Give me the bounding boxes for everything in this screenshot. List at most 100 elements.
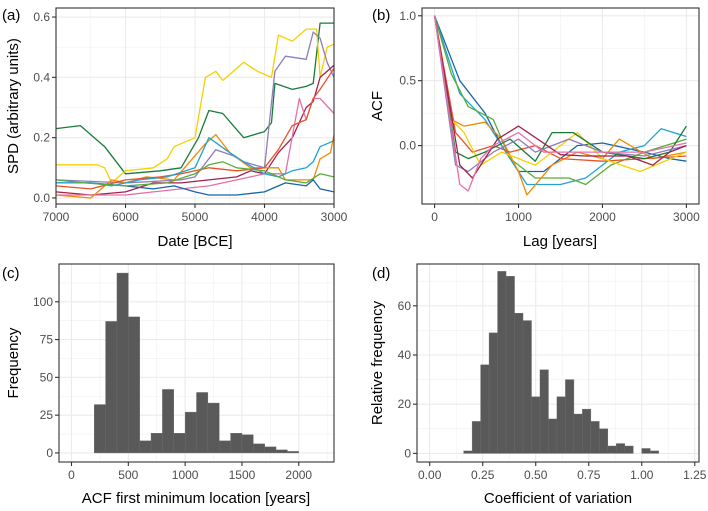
histogram-bar	[207, 402, 220, 454]
histogram-bar	[497, 271, 507, 454]
histogram-bar	[624, 445, 634, 454]
series-line-10	[56, 161, 334, 187]
histogram-bar	[219, 440, 231, 454]
marks	[433, 15, 687, 196]
histogram-bar	[616, 443, 625, 454]
series-line-9	[56, 137, 334, 187]
histogram-bar	[184, 411, 197, 454]
x-tick-label: 0	[431, 210, 438, 224]
histogram-bar	[241, 434, 254, 454]
series-line-7	[433, 15, 687, 162]
x-tick-label: 3000	[321, 210, 348, 224]
x-tick-label: 0.50	[524, 468, 548, 482]
histogram-bar	[287, 451, 299, 454]
y-tick-label: 20	[398, 397, 412, 411]
histogram-bar	[230, 433, 243, 454]
y-tick-label: 40	[398, 348, 412, 362]
panel-d: 0.00 0.25 0.50 0.75 1.00 1.25 0 20 40 60 Coefficie…	[369, 263, 707, 507]
series-line-10	[433, 15, 687, 192]
x-tick-label: 5000	[182, 210, 209, 224]
histogram-bar	[590, 421, 600, 454]
histogram-bar	[514, 312, 524, 454]
histogram-bar	[531, 396, 541, 454]
histogram-bar	[150, 433, 163, 454]
y-tick-label: 50	[40, 370, 54, 384]
x-tick-label: 7000	[43, 210, 70, 224]
y-tick-label: 0.4	[33, 70, 50, 84]
histogram-bar	[94, 404, 106, 454]
histogram-bar	[573, 413, 583, 454]
panel-label: (b)	[372, 7, 390, 24]
series-line-6	[433, 15, 687, 173]
histogram-bar	[196, 392, 209, 454]
histogram-bar	[128, 316, 140, 454]
series-line-2	[56, 28, 334, 184]
y-tick-label: 0.6	[33, 10, 50, 24]
x-tick-label: 2000	[285, 468, 312, 482]
histogram-bar	[480, 364, 490, 454]
marks	[56, 22, 334, 199]
y-tick-label: 0.0	[399, 139, 416, 153]
x-tick-label: 1000	[505, 210, 532, 224]
panel-c: 0 500 1000 1500 2000 0 25 50 75 100 ACF first mini…	[2, 263, 335, 507]
panel-a: 7000 6000 5000 4000 3000 0.0 0.2 0.4 0.6 Date [BC…	[2, 7, 348, 250]
x-tick-label: 1.25	[683, 468, 707, 482]
y-tick-label: 75	[40, 333, 54, 347]
x-axis-title: ACF first minimum location [years]	[82, 490, 310, 506]
histogram-bar	[173, 433, 186, 454]
panel-b: 0 1000 2000 3000 0.0 0.5 1.0 Lag [years] ACF (b)	[369, 7, 700, 250]
histogram-bar	[139, 440, 152, 454]
y-axis-title: SPD (arbitrary units)	[5, 38, 22, 174]
histogram-bar	[116, 272, 129, 454]
y-axis-title: Frequency	[5, 327, 22, 398]
y-tick-label: 60	[398, 299, 412, 313]
series-line-9	[433, 15, 687, 179]
histogram-bar	[599, 428, 609, 454]
histogram-bar	[641, 448, 651, 454]
x-tick-label: 0.75	[577, 468, 601, 482]
panel-border	[416, 263, 700, 463]
series-line-1	[56, 22, 334, 175]
y-tick-label: 100	[33, 295, 53, 309]
marks	[463, 271, 659, 454]
y-tick-label: 0	[46, 446, 53, 460]
histogram-bar	[607, 445, 617, 454]
histogram-bar	[463, 450, 473, 454]
histogram-bar	[264, 446, 277, 454]
histogram-bar	[162, 389, 174, 454]
x-tick-label: 3000	[673, 210, 700, 224]
x-tick-label: 4000	[251, 210, 278, 224]
x-tick-label: 0	[68, 468, 75, 482]
panel-label: (a)	[2, 7, 20, 24]
histogram-bar	[471, 421, 481, 454]
histogram-bar	[650, 450, 659, 454]
histogram-bar	[522, 320, 532, 454]
x-axis-title: Date [BCE]	[157, 233, 232, 250]
histogram-bar	[565, 379, 575, 454]
panel-border	[58, 263, 335, 463]
y-tick-label: 1.0	[399, 9, 416, 23]
x-tick-label: 1000	[172, 468, 199, 482]
series-line-4	[433, 15, 687, 196]
x-tick-label: 2000	[589, 210, 616, 224]
panel-label: (c)	[2, 265, 20, 282]
x-tick-label: 0.25	[471, 468, 495, 482]
y-tick-label: 0.2	[33, 131, 50, 145]
histogram-bar	[105, 321, 118, 454]
series-line-8	[433, 15, 687, 173]
histogram-bar	[488, 332, 498, 454]
x-tick-label: 1.00	[630, 468, 654, 482]
panel-border	[421, 7, 700, 205]
y-axis-title: ACF	[369, 91, 386, 121]
x-tick-label: 500	[118, 468, 138, 482]
histogram-bar	[582, 408, 592, 454]
marks	[94, 272, 299, 454]
y-tick-label: 0.5	[399, 74, 416, 88]
series-line-8	[56, 179, 334, 196]
histogram-bar	[505, 276, 515, 454]
y-tick-label: 0	[404, 446, 411, 460]
series-line-5	[433, 15, 687, 162]
panel-label: (d)	[372, 265, 390, 282]
x-axis-title: Lag [years]	[523, 233, 597, 250]
